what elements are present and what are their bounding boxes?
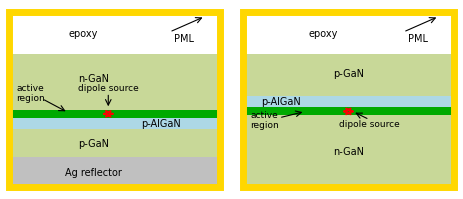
Text: PML: PML	[174, 34, 194, 44]
Text: PML: PML	[408, 34, 428, 44]
Bar	[9, 54, 220, 110]
Text: n-GaN: n-GaN	[333, 147, 364, 157]
Text: (a): (a)	[7, 0, 25, 1]
Bar	[9, 129, 220, 157]
Text: p-GaN: p-GaN	[333, 69, 364, 79]
Bar	[243, 115, 454, 187]
Bar	[243, 107, 454, 115]
Text: n-GaN: n-GaN	[78, 74, 109, 84]
Bar	[9, 118, 220, 129]
Text: epoxy: epoxy	[308, 29, 338, 39]
Bar	[243, 54, 454, 96]
Text: active
region: active region	[16, 84, 45, 103]
Text: dipole source: dipole source	[78, 84, 138, 93]
Bar	[243, 96, 454, 107]
Text: (b): (b)	[241, 0, 259, 1]
Text: dipole source: dipole source	[339, 120, 400, 129]
Text: p-GaN: p-GaN	[78, 139, 109, 149]
Text: Ag reflector: Ag reflector	[65, 168, 122, 178]
Text: p-AlGaN: p-AlGaN	[141, 119, 181, 129]
Bar	[9, 12, 220, 54]
Bar	[243, 12, 454, 54]
Bar	[9, 157, 220, 187]
Bar	[9, 110, 220, 118]
Text: active
region: active region	[250, 111, 279, 130]
Text: epoxy: epoxy	[69, 29, 98, 39]
Text: p-AlGaN: p-AlGaN	[261, 97, 301, 107]
